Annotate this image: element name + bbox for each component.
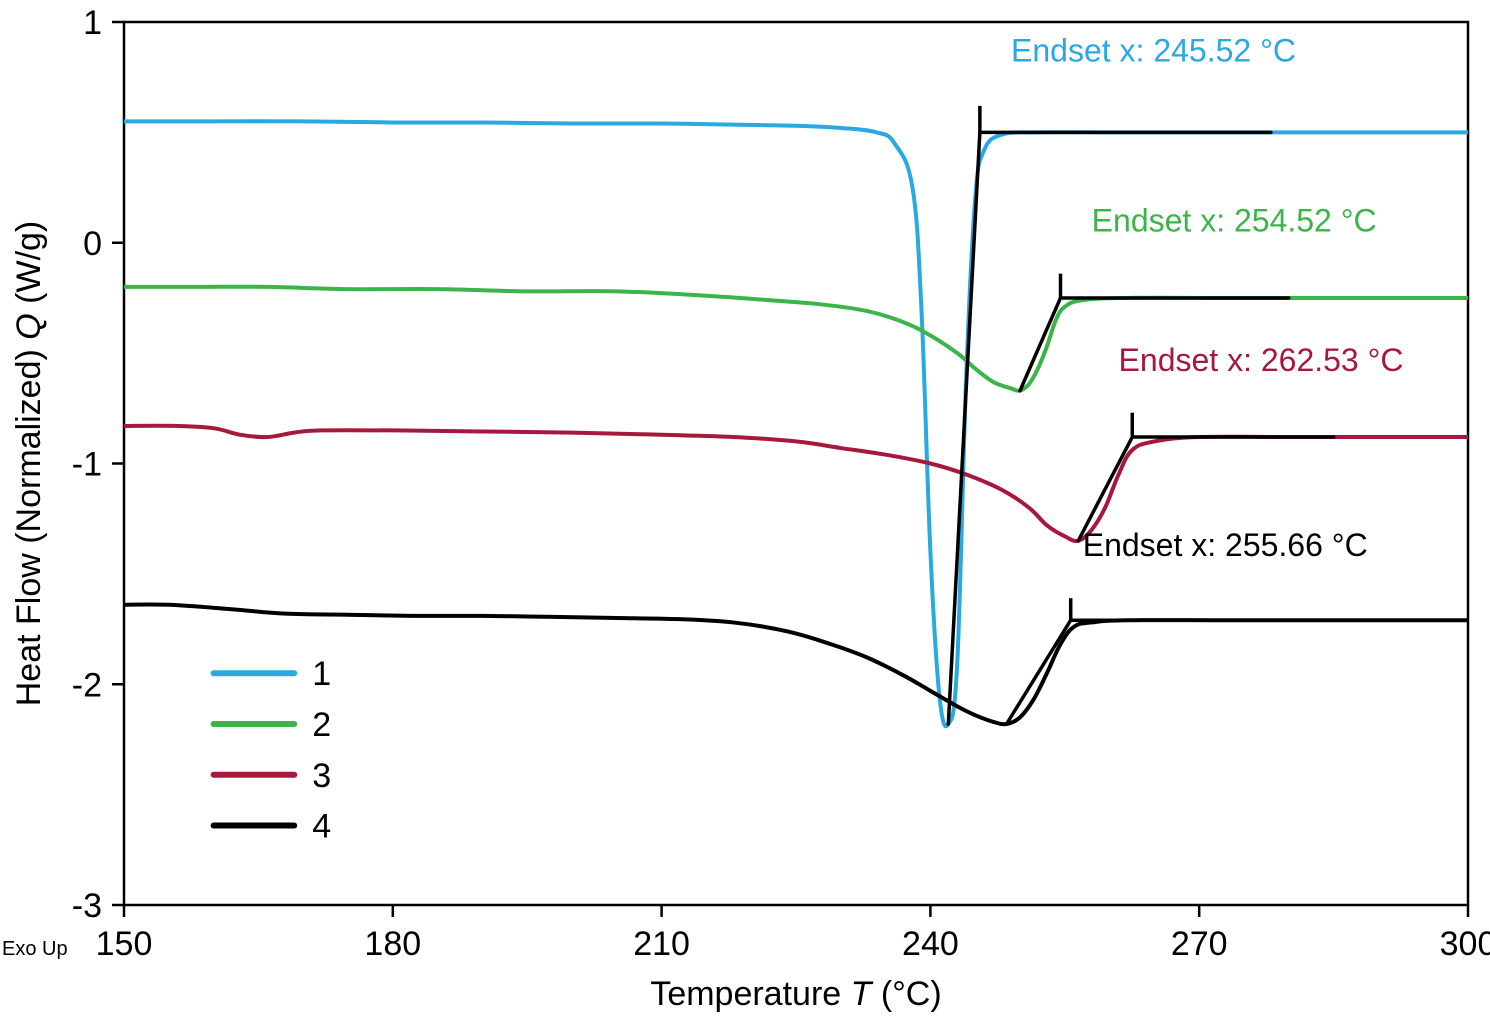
- endset-annotation: Endset x: 255.66 °C: [1083, 527, 1368, 563]
- x-tick-label: 210: [633, 925, 690, 963]
- y-tick-label: -3: [72, 887, 102, 925]
- x-tick-label: 240: [902, 925, 959, 963]
- x-tick-label: 180: [364, 925, 421, 963]
- dsc-chart: 150 180 210 240 270 300 -3 -2 -1 0 1 Temperature T …: [0, 0, 1490, 1017]
- y-axis-label: Heat Flow (Normalized) Q (W/g): [10, 221, 48, 707]
- legend-label: 4: [312, 808, 331, 846]
- x-tick-label: 300: [1440, 925, 1490, 963]
- exo-up-label: Exo Up: [2, 938, 68, 960]
- y-tick-label: 1: [83, 4, 102, 42]
- legend-label: 3: [312, 757, 331, 795]
- chart-svg: 150 180 210 240 270 300 -3 -2 -1 0 1 Temperature T …: [0, 0, 1490, 1017]
- x-axis-label: Temperature T (°C): [650, 975, 941, 1013]
- legend-label: 1: [312, 655, 331, 693]
- y-tick-label: -1: [72, 446, 102, 484]
- y-tick-label: 0: [83, 225, 102, 263]
- legend-label: 2: [312, 706, 331, 744]
- y-tick-label: -2: [72, 666, 102, 704]
- x-tick-label: 270: [1171, 925, 1228, 963]
- endset-annotation: Endset x: 254.52 °C: [1092, 203, 1377, 239]
- endset-annotation: Endset x: 245.52 °C: [1011, 33, 1296, 69]
- x-tick-label: 150: [96, 925, 153, 963]
- plot-background: [0, 0, 1490, 1017]
- endset-annotation: Endset x: 262.53 °C: [1119, 342, 1404, 378]
